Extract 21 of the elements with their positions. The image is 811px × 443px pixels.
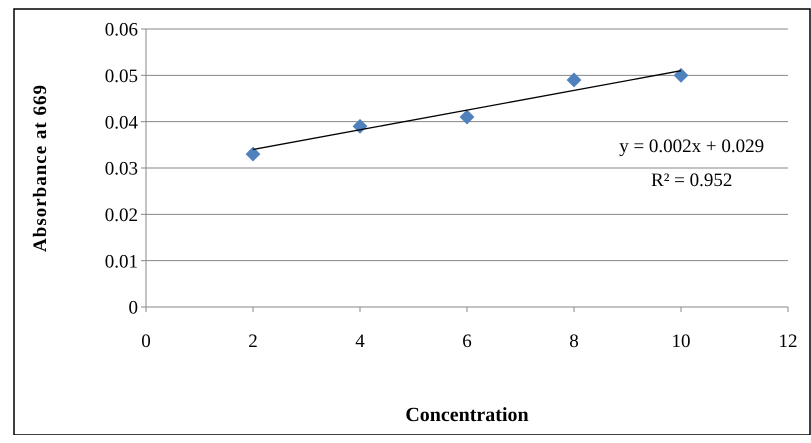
- annotation: R² = 0.952: [651, 170, 732, 191]
- y-tick-label: 0.02: [104, 204, 138, 226]
- y-tick-label: 0: [128, 298, 138, 319]
- x-tick-label: 2: [248, 331, 258, 352]
- x-axis-title: Concentration: [405, 404, 529, 426]
- point: [246, 146, 260, 162]
- y-tick-label: 0.05: [104, 66, 138, 87]
- y-tick-label: 0.04: [104, 112, 138, 134]
- x-tick-label: 10: [672, 331, 690, 352]
- y-tick-label: 0.01: [104, 251, 138, 272]
- point: [460, 110, 474, 124]
- y-tick-label: 0.06: [104, 20, 138, 41]
- x-tick-label: 4: [355, 331, 366, 352]
- x-tick-label: 8: [569, 331, 579, 352]
- x-tick-label: 6: [462, 331, 472, 352]
- point: [674, 68, 688, 83]
- x-tick-label: 12: [778, 331, 798, 352]
- y-axis-title: Absorbance at 669: [30, 84, 51, 252]
- point: [566, 72, 582, 88]
- annotation: y = 0.002x + 0.029: [619, 136, 764, 157]
- y-tick-label: 0.03: [104, 158, 138, 180]
